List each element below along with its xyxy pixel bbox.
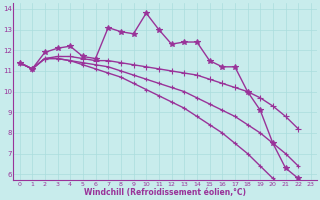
X-axis label: Windchill (Refroidissement éolien,°C): Windchill (Refroidissement éolien,°C) (84, 188, 246, 197)
